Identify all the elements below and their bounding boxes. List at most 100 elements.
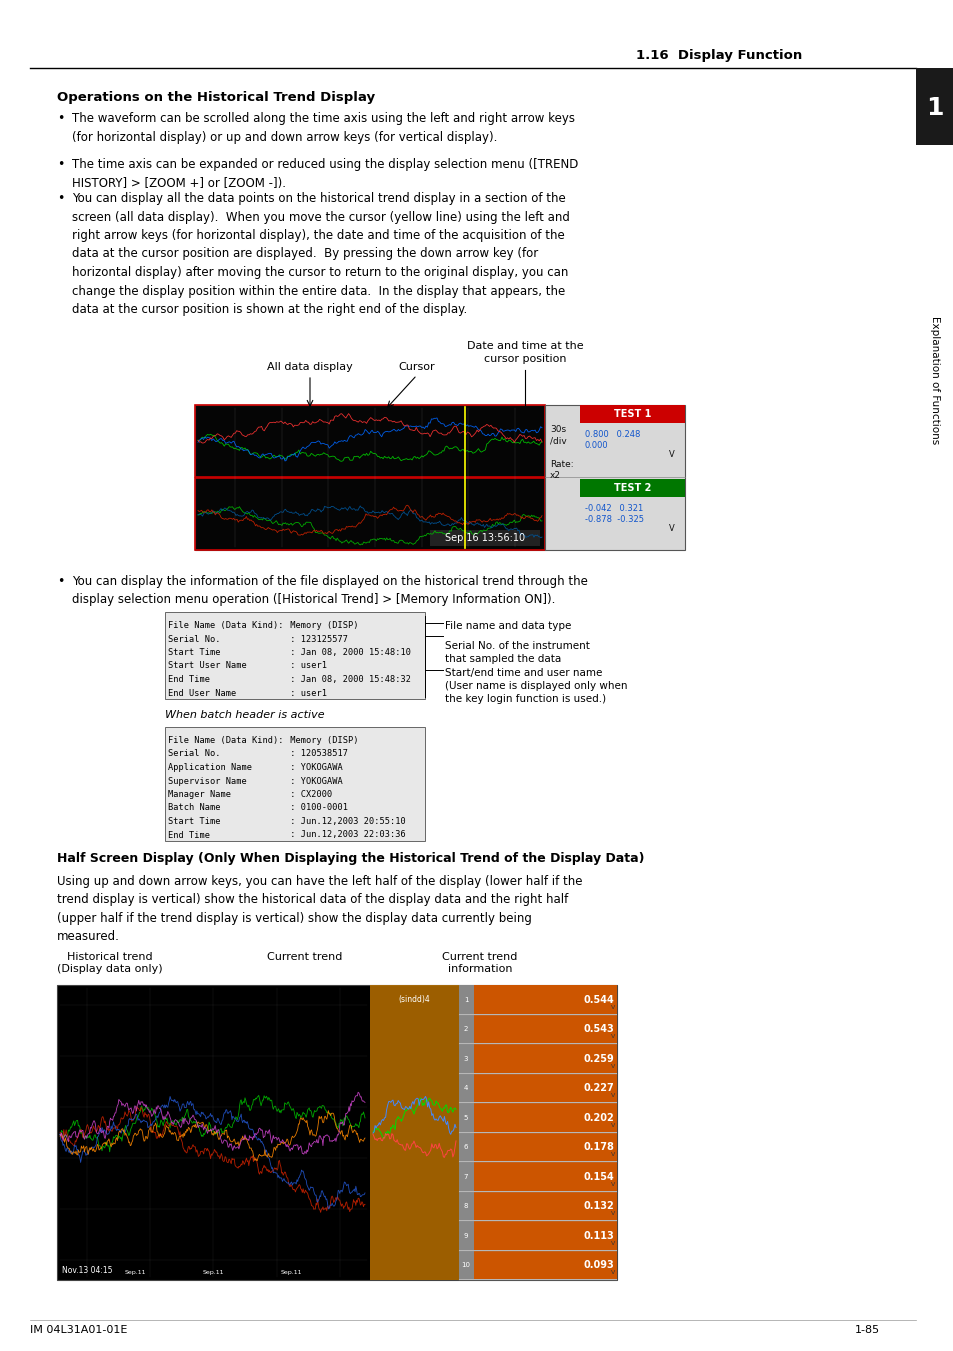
Text: Sep.16 13:56:10: Sep.16 13:56:10 xyxy=(444,534,524,543)
Text: V: V xyxy=(610,1210,615,1216)
Text: 0.800   0.248: 0.800 0.248 xyxy=(584,430,639,439)
Bar xyxy=(579,480,684,497)
Text: 1-85: 1-85 xyxy=(854,1325,879,1335)
Text: V: V xyxy=(669,524,675,534)
Text: When batch header is active: When batch header is active xyxy=(165,711,324,720)
Text: Historical trend
(Display data only): Historical trend (Display data only) xyxy=(57,952,163,974)
Text: : 120538517: : 120538517 xyxy=(285,750,348,758)
Text: Current trend: Current trend xyxy=(267,952,342,962)
Text: 8: 8 xyxy=(463,1204,468,1209)
Bar xyxy=(165,612,424,698)
Text: V: V xyxy=(610,1182,615,1186)
Text: You can display all the data points on the historical trend display in a section: You can display all the data points on t… xyxy=(71,192,569,316)
Text: V: V xyxy=(610,1034,615,1039)
Text: V: V xyxy=(610,1270,615,1275)
Text: •: • xyxy=(57,158,64,172)
Text: 0.544: 0.544 xyxy=(582,994,614,1005)
Text: The waveform can be scrolled along the time axis using the left and right arrow : The waveform can be scrolled along the t… xyxy=(71,112,575,143)
Text: (sindd)4: (sindd)4 xyxy=(397,994,430,1004)
Text: Date and time at the
cursor position: Date and time at the cursor position xyxy=(466,340,582,363)
Text: TEST 1: TEST 1 xyxy=(613,409,651,419)
Bar xyxy=(458,1102,474,1132)
Text: Explanation of Functions: Explanation of Functions xyxy=(929,316,939,444)
Bar xyxy=(474,1221,617,1250)
Text: 0.202: 0.202 xyxy=(582,1113,614,1123)
Text: Using up and down arrow keys, you can have the left half of the display (lower h: Using up and down arrow keys, you can ha… xyxy=(57,875,582,943)
Text: : Jun.12,2003 20:55:10: : Jun.12,2003 20:55:10 xyxy=(285,817,405,825)
Text: Sep.11: Sep.11 xyxy=(280,1270,301,1275)
Text: : CX2000: : CX2000 xyxy=(285,790,332,798)
Text: : user1: : user1 xyxy=(285,689,327,697)
Text: •: • xyxy=(57,192,64,205)
Text: V: V xyxy=(610,1063,615,1069)
Text: Operations on the Historical Trend Display: Operations on the Historical Trend Displ… xyxy=(57,91,375,104)
Bar xyxy=(458,1074,474,1102)
Text: V: V xyxy=(610,1152,615,1156)
Text: : 0100-0001: : 0100-0001 xyxy=(285,804,348,812)
Text: Start Time: Start Time xyxy=(168,817,220,825)
Text: All data display: All data display xyxy=(267,362,353,372)
Text: End User Name: End User Name xyxy=(168,689,236,697)
Text: Start User Name: Start User Name xyxy=(168,662,247,670)
Bar xyxy=(458,1015,474,1043)
Text: 2: 2 xyxy=(463,1027,468,1032)
Bar xyxy=(370,985,458,1279)
Bar xyxy=(458,1251,474,1279)
Text: File Name (Data Kind):: File Name (Data Kind): xyxy=(168,736,283,744)
Text: 9: 9 xyxy=(463,1232,468,1239)
Bar xyxy=(458,1044,474,1073)
Text: 30s
/div: 30s /div xyxy=(550,426,566,444)
Bar xyxy=(57,985,617,1279)
Text: V: V xyxy=(610,1005,615,1009)
Text: Sep.11: Sep.11 xyxy=(202,1270,224,1275)
Text: : YOKOGAWA: : YOKOGAWA xyxy=(285,763,342,771)
Text: Application Name: Application Name xyxy=(168,763,252,771)
Text: File Name (Data Kind):: File Name (Data Kind): xyxy=(168,621,283,630)
Text: 1: 1 xyxy=(925,96,943,120)
Text: Sep.11: Sep.11 xyxy=(124,1270,146,1275)
Bar xyxy=(194,478,544,550)
Text: Start/end time and user name
(User name is displayed only when
the key login fun: Start/end time and user name (User name … xyxy=(444,669,627,704)
Text: V: V xyxy=(669,450,675,459)
Text: 0.000: 0.000 xyxy=(584,440,608,450)
Text: -0.878  -0.325: -0.878 -0.325 xyxy=(584,515,643,524)
Text: File name and data type: File name and data type xyxy=(444,621,571,631)
Text: Memory (DISP): Memory (DISP) xyxy=(285,621,358,630)
Bar xyxy=(458,1221,474,1250)
Bar xyxy=(165,727,424,842)
Text: V: V xyxy=(610,1240,615,1246)
Bar xyxy=(474,1162,617,1190)
Text: 7: 7 xyxy=(463,1174,468,1179)
Text: : Jan 08, 2000 15:48:10: : Jan 08, 2000 15:48:10 xyxy=(285,648,411,657)
Text: Supervisor Name: Supervisor Name xyxy=(168,777,247,785)
Text: 10: 10 xyxy=(461,1262,470,1269)
Text: Serial No.: Serial No. xyxy=(168,750,220,758)
Text: 0.093: 0.093 xyxy=(582,1260,614,1270)
Text: 0.178: 0.178 xyxy=(582,1142,614,1152)
Text: •: • xyxy=(57,112,64,126)
Bar xyxy=(474,1044,617,1073)
Text: 0.132: 0.132 xyxy=(582,1201,614,1212)
Text: 4: 4 xyxy=(463,1085,468,1092)
Bar xyxy=(474,985,617,1013)
Text: : user1: : user1 xyxy=(285,662,327,670)
Bar xyxy=(458,1132,474,1161)
Text: TEST 2: TEST 2 xyxy=(613,484,651,493)
Text: : 123125577: : 123125577 xyxy=(285,635,348,643)
Bar xyxy=(458,1192,474,1220)
Text: The time axis can be expanded or reduced using the display selection menu ([TREN: The time axis can be expanded or reduced… xyxy=(71,158,578,189)
Text: Serial No. of the instrument
that sampled the data: Serial No. of the instrument that sample… xyxy=(444,642,589,665)
Text: Batch Name: Batch Name xyxy=(168,804,220,812)
Bar xyxy=(915,68,953,145)
Bar xyxy=(458,985,617,1279)
Bar xyxy=(474,1251,617,1279)
Text: 5: 5 xyxy=(463,1115,468,1121)
Text: Current trend
information: Current trend information xyxy=(442,952,517,974)
Text: Rate:
x2: Rate: x2 xyxy=(550,459,573,480)
Bar xyxy=(474,1074,617,1102)
Text: 6: 6 xyxy=(463,1144,468,1150)
Text: Nov.13 04:15: Nov.13 04:15 xyxy=(62,1266,112,1275)
Text: V: V xyxy=(610,1123,615,1128)
Text: 1: 1 xyxy=(463,997,468,1002)
Text: 3: 3 xyxy=(463,1055,468,1062)
